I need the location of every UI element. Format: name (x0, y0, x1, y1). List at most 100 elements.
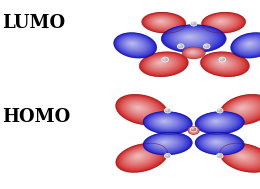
Ellipse shape (201, 52, 249, 77)
Ellipse shape (152, 17, 173, 27)
Circle shape (217, 154, 220, 156)
Ellipse shape (131, 152, 147, 161)
Ellipse shape (202, 13, 245, 33)
Ellipse shape (210, 119, 224, 125)
Ellipse shape (182, 47, 205, 59)
Ellipse shape (124, 148, 156, 166)
Ellipse shape (237, 105, 248, 111)
Ellipse shape (129, 102, 150, 115)
Ellipse shape (228, 99, 260, 118)
Ellipse shape (164, 26, 223, 51)
Ellipse shape (236, 104, 249, 112)
Ellipse shape (152, 17, 172, 27)
Ellipse shape (167, 27, 219, 50)
Ellipse shape (159, 140, 171, 145)
Ellipse shape (237, 105, 248, 111)
Ellipse shape (220, 95, 260, 124)
Ellipse shape (232, 150, 255, 163)
Ellipse shape (192, 129, 194, 131)
Ellipse shape (203, 53, 246, 75)
Ellipse shape (220, 143, 260, 172)
Ellipse shape (186, 49, 199, 56)
Ellipse shape (213, 120, 220, 123)
Ellipse shape (124, 148, 157, 167)
Ellipse shape (131, 43, 133, 44)
Ellipse shape (116, 34, 153, 56)
Ellipse shape (150, 115, 183, 130)
Ellipse shape (149, 135, 184, 151)
Ellipse shape (131, 43, 134, 45)
Ellipse shape (171, 29, 213, 47)
Ellipse shape (186, 35, 193, 39)
Ellipse shape (124, 39, 143, 50)
Ellipse shape (131, 43, 133, 44)
Ellipse shape (215, 141, 218, 143)
Ellipse shape (188, 50, 198, 55)
Ellipse shape (157, 118, 173, 125)
Ellipse shape (155, 117, 176, 127)
Ellipse shape (232, 150, 255, 163)
Ellipse shape (233, 151, 253, 162)
Ellipse shape (147, 113, 187, 132)
Ellipse shape (211, 139, 223, 145)
Ellipse shape (217, 60, 228, 66)
Ellipse shape (215, 121, 217, 122)
Ellipse shape (237, 153, 248, 159)
Ellipse shape (150, 136, 183, 151)
Ellipse shape (224, 146, 260, 170)
Ellipse shape (208, 138, 227, 147)
Ellipse shape (166, 27, 219, 50)
Ellipse shape (149, 114, 184, 131)
Ellipse shape (134, 153, 143, 159)
Ellipse shape (190, 128, 197, 132)
Ellipse shape (155, 117, 177, 127)
Ellipse shape (158, 20, 164, 22)
Ellipse shape (148, 114, 185, 131)
Circle shape (162, 57, 168, 62)
Ellipse shape (116, 95, 167, 124)
Ellipse shape (163, 26, 223, 52)
Ellipse shape (153, 137, 178, 149)
Ellipse shape (192, 129, 194, 130)
Ellipse shape (188, 127, 199, 134)
Ellipse shape (201, 135, 236, 151)
Ellipse shape (229, 100, 258, 117)
Ellipse shape (126, 40, 140, 49)
Ellipse shape (205, 14, 241, 31)
Ellipse shape (146, 113, 188, 132)
Ellipse shape (154, 59, 168, 67)
Ellipse shape (188, 126, 199, 134)
Ellipse shape (207, 15, 238, 30)
Ellipse shape (121, 146, 161, 169)
Ellipse shape (208, 15, 237, 29)
Ellipse shape (203, 115, 234, 129)
Ellipse shape (189, 127, 198, 134)
Ellipse shape (125, 100, 155, 118)
Ellipse shape (209, 56, 238, 71)
Ellipse shape (189, 127, 198, 133)
Ellipse shape (177, 32, 205, 43)
Ellipse shape (244, 41, 255, 47)
Ellipse shape (159, 119, 170, 124)
Ellipse shape (212, 58, 233, 69)
Ellipse shape (190, 128, 196, 132)
Ellipse shape (177, 31, 205, 44)
Ellipse shape (119, 96, 163, 122)
Ellipse shape (184, 48, 203, 58)
Ellipse shape (155, 138, 176, 147)
Ellipse shape (225, 146, 260, 169)
Ellipse shape (158, 62, 162, 64)
Ellipse shape (158, 139, 172, 146)
Ellipse shape (146, 55, 180, 72)
Ellipse shape (163, 121, 166, 122)
Ellipse shape (187, 36, 192, 38)
Ellipse shape (134, 105, 142, 110)
Ellipse shape (114, 33, 156, 58)
Ellipse shape (118, 145, 164, 170)
Ellipse shape (191, 128, 196, 132)
Ellipse shape (145, 55, 181, 73)
Ellipse shape (209, 118, 226, 126)
Ellipse shape (229, 149, 259, 165)
Ellipse shape (217, 20, 224, 23)
Ellipse shape (202, 12, 246, 33)
